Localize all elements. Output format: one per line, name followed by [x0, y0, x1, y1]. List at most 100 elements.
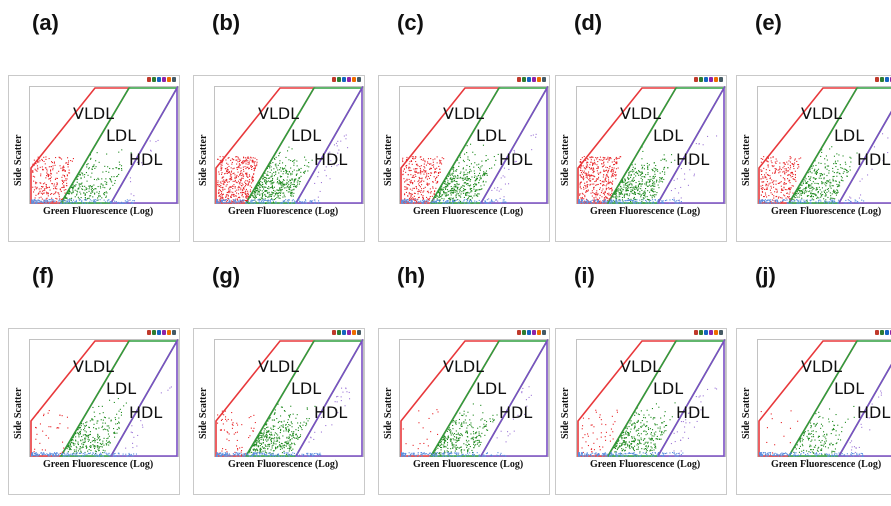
zoom-out-icon[interactable]	[337, 330, 341, 335]
crosshair-icon[interactable]	[347, 330, 351, 335]
vldl-event	[221, 176, 223, 178]
ldl-event	[633, 177, 635, 179]
ldl-event	[816, 187, 818, 189]
ungated-event	[35, 199, 37, 201]
zoom-in-icon[interactable]	[694, 77, 698, 82]
ldl-event	[106, 192, 108, 194]
ungated-event	[81, 200, 83, 202]
zoom-in-icon[interactable]	[147, 330, 151, 335]
pan-icon[interactable]	[157, 330, 161, 335]
zoom-out-icon[interactable]	[880, 77, 884, 82]
ungated-event	[64, 453, 66, 455]
ldl-event	[279, 160, 281, 162]
zoom-out-icon[interactable]	[152, 77, 156, 82]
ldl-event	[76, 177, 78, 179]
ldl-event	[440, 196, 442, 198]
grid-icon[interactable]	[537, 77, 541, 82]
zoom-in-icon[interactable]	[332, 330, 336, 335]
pan-icon[interactable]	[527, 77, 531, 82]
vldl-event	[42, 192, 44, 194]
ldl-event	[460, 193, 462, 195]
grid-icon[interactable]	[352, 330, 356, 335]
vldl-event	[589, 156, 591, 158]
ldl-event	[268, 188, 270, 190]
ungated-event	[97, 455, 99, 457]
pan-icon[interactable]	[342, 77, 346, 82]
pan-icon[interactable]	[704, 77, 708, 82]
export-icon[interactable]	[172, 77, 176, 82]
ldl-event	[627, 198, 629, 200]
ldl-event	[634, 198, 636, 200]
vldl-event	[600, 183, 602, 185]
zoom-out-icon[interactable]	[337, 77, 341, 82]
ldl-event	[96, 191, 98, 193]
grid-icon[interactable]	[352, 77, 356, 82]
ldl-event	[820, 196, 822, 198]
export-icon[interactable]	[357, 77, 361, 82]
pan-icon[interactable]	[342, 330, 346, 335]
vldl-event	[221, 162, 223, 164]
grid-icon[interactable]	[167, 330, 171, 335]
pan-icon[interactable]	[157, 77, 161, 82]
gate-label-ldl: LDL	[653, 126, 683, 145]
ldl-event	[269, 187, 271, 189]
ungated-event	[627, 202, 629, 204]
grid-icon[interactable]	[167, 77, 171, 82]
ungated-event	[786, 202, 788, 204]
vldl-event	[593, 186, 595, 188]
vldl-event	[46, 187, 48, 189]
hdl-event	[167, 389, 169, 391]
ungated-event	[443, 202, 445, 204]
ldl-event	[286, 170, 288, 172]
export-icon[interactable]	[172, 330, 176, 335]
grid-icon[interactable]	[714, 77, 718, 82]
vldl-event	[611, 169, 613, 171]
ldl-event	[808, 191, 810, 193]
crosshair-icon[interactable]	[532, 77, 536, 82]
ldl-event	[630, 174, 632, 176]
zoom-out-icon[interactable]	[522, 77, 526, 82]
ldl-event	[620, 193, 622, 195]
ungated-event	[622, 200, 624, 202]
vldl-event	[422, 198, 424, 200]
vldl-event	[611, 187, 613, 189]
ldl-event	[633, 191, 635, 193]
ldl-event	[70, 441, 72, 443]
ungated-event	[471, 201, 473, 203]
ldl-event	[111, 181, 113, 183]
ldl-event	[821, 191, 823, 193]
export-icon[interactable]	[719, 77, 723, 82]
zoom-in-icon[interactable]	[147, 77, 151, 82]
ldl-event	[98, 191, 100, 193]
ldl-event	[824, 167, 826, 169]
ldl-event	[270, 193, 272, 195]
zoom-in-icon[interactable]	[332, 77, 336, 82]
vldl-event	[596, 184, 598, 186]
vldl-event	[56, 427, 58, 429]
pan-icon[interactable]	[885, 77, 889, 82]
ldl-event	[286, 190, 288, 192]
crosshair-icon[interactable]	[709, 77, 713, 82]
zoom-out-icon[interactable]	[699, 77, 703, 82]
ldl-event	[444, 192, 446, 194]
ldl-event	[276, 182, 278, 184]
export-icon[interactable]	[542, 77, 546, 82]
zoom-out-icon[interactable]	[152, 330, 156, 335]
ldl-event	[816, 182, 818, 184]
vldl-event	[604, 190, 606, 192]
zoom-in-icon[interactable]	[517, 77, 521, 82]
vldl-event	[420, 180, 422, 182]
ungated-event	[406, 199, 408, 201]
ungated-event	[762, 202, 764, 204]
ungated-event	[604, 199, 606, 201]
export-icon[interactable]	[357, 330, 361, 335]
crosshair-icon[interactable]	[162, 330, 166, 335]
zoom-in-icon[interactable]	[875, 77, 879, 82]
vldl-event	[230, 179, 232, 181]
ldl-event	[99, 195, 101, 197]
crosshair-icon[interactable]	[162, 77, 166, 82]
ldl-event	[255, 191, 257, 193]
crosshair-icon[interactable]	[347, 77, 351, 82]
vldl-event	[36, 187, 38, 189]
vldl-event	[405, 159, 407, 161]
